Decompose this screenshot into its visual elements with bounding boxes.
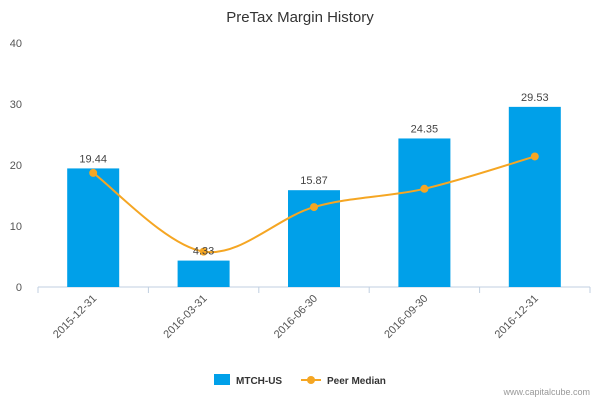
bar-value-label: 15.87 bbox=[300, 175, 328, 187]
bar-2015-12-31 bbox=[67, 168, 120, 287]
legend-marker-peer bbox=[307, 376, 315, 384]
bar-value-label: 19.44 bbox=[79, 153, 107, 165]
y-tick-label: 0 bbox=[16, 282, 22, 294]
peer-median-point bbox=[199, 247, 208, 256]
peer-median-point bbox=[530, 152, 539, 161]
legend: MTCH-US Peer Median bbox=[214, 374, 386, 387]
legend-swatch-mtch bbox=[214, 374, 230, 385]
bar-2016-03-31 bbox=[177, 260, 230, 287]
legend-label-mtch: MTCH-US bbox=[236, 376, 282, 387]
bar-value-label: 24.35 bbox=[411, 123, 439, 135]
credit-text: www.capitalcube.com bbox=[502, 387, 590, 397]
peer-median-point bbox=[310, 203, 318, 212]
bar-value-label: 29.53 bbox=[521, 92, 549, 104]
chart-title: PreTax Margin History bbox=[226, 9, 374, 26]
peer-median-point bbox=[89, 168, 98, 177]
bar-2016-09-30 bbox=[398, 138, 451, 287]
y-axis: 0 10 20 30 40 bbox=[10, 38, 22, 294]
bar-value-label: 4.33 bbox=[193, 246, 214, 258]
peer-median-series bbox=[89, 152, 539, 256]
x-tick-label: 2016-12-31 bbox=[493, 293, 541, 341]
legend-label-peer: Peer Median bbox=[327, 376, 386, 387]
y-tick-label: 40 bbox=[10, 38, 22, 50]
y-tick-label: 20 bbox=[10, 160, 22, 172]
x-tick-label: 2015-12-31 bbox=[51, 293, 99, 341]
bar-series bbox=[67, 106, 561, 287]
x-tick-label: 2016-06-30 bbox=[272, 293, 320, 341]
x-tick-label: 2016-03-31 bbox=[161, 293, 209, 341]
x-tick-label: 2016-09-30 bbox=[382, 293, 430, 341]
data-labels: 19.44 4.33 15.87 24.35 29.53 bbox=[79, 92, 548, 258]
peer-median-point bbox=[420, 184, 429, 193]
bar-2016-12-31 bbox=[508, 106, 561, 287]
x-axis: 2015-12-31 2016-03-31 2016-06-30 2016-09-30… bbox=[37, 287, 591, 341]
y-tick-label: 10 bbox=[10, 221, 22, 233]
y-tick-label: 30 bbox=[10, 99, 22, 111]
